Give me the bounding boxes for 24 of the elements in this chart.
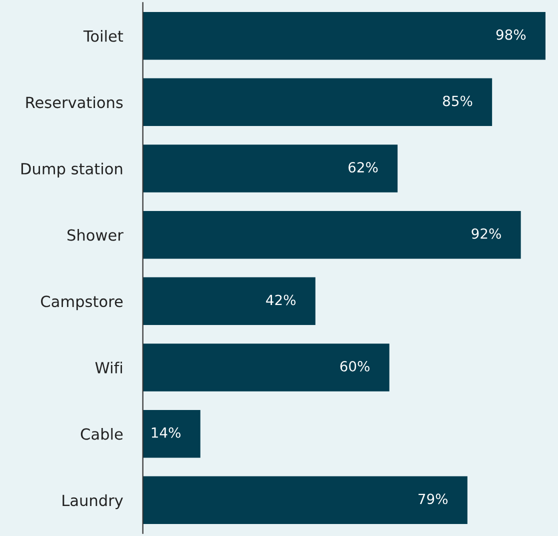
data-label: 62% [348, 162, 378, 173]
bar [142, 144, 398, 192]
data-label: 92% [472, 228, 501, 239]
y-tick-label: Toilet [83, 30, 124, 42]
bar [142, 277, 316, 326]
bar [142, 410, 200, 458]
y-tick-label: Laundry [62, 494, 123, 510]
y-tick-label: Cable [80, 428, 123, 440]
y-tick-label: Campstore [41, 296, 123, 310]
bar [142, 476, 468, 524]
y-tick-label: Shower [68, 229, 124, 241]
y-tick-label: Dump station [21, 162, 122, 178]
bar [142, 78, 492, 126]
bar [142, 210, 521, 259]
data-label: 98% [496, 29, 526, 40]
data-label: 60% [340, 361, 370, 372]
y-tick-label: Reservations [26, 96, 123, 108]
data-label: 14% [152, 427, 180, 438]
bar [142, 344, 390, 392]
data-label: 79% [418, 494, 448, 504]
bar [142, 12, 546, 60]
data-label: 42% [266, 294, 296, 306]
data-label: 85% [443, 96, 472, 106]
y-tick-label: Wifi [95, 362, 122, 374]
